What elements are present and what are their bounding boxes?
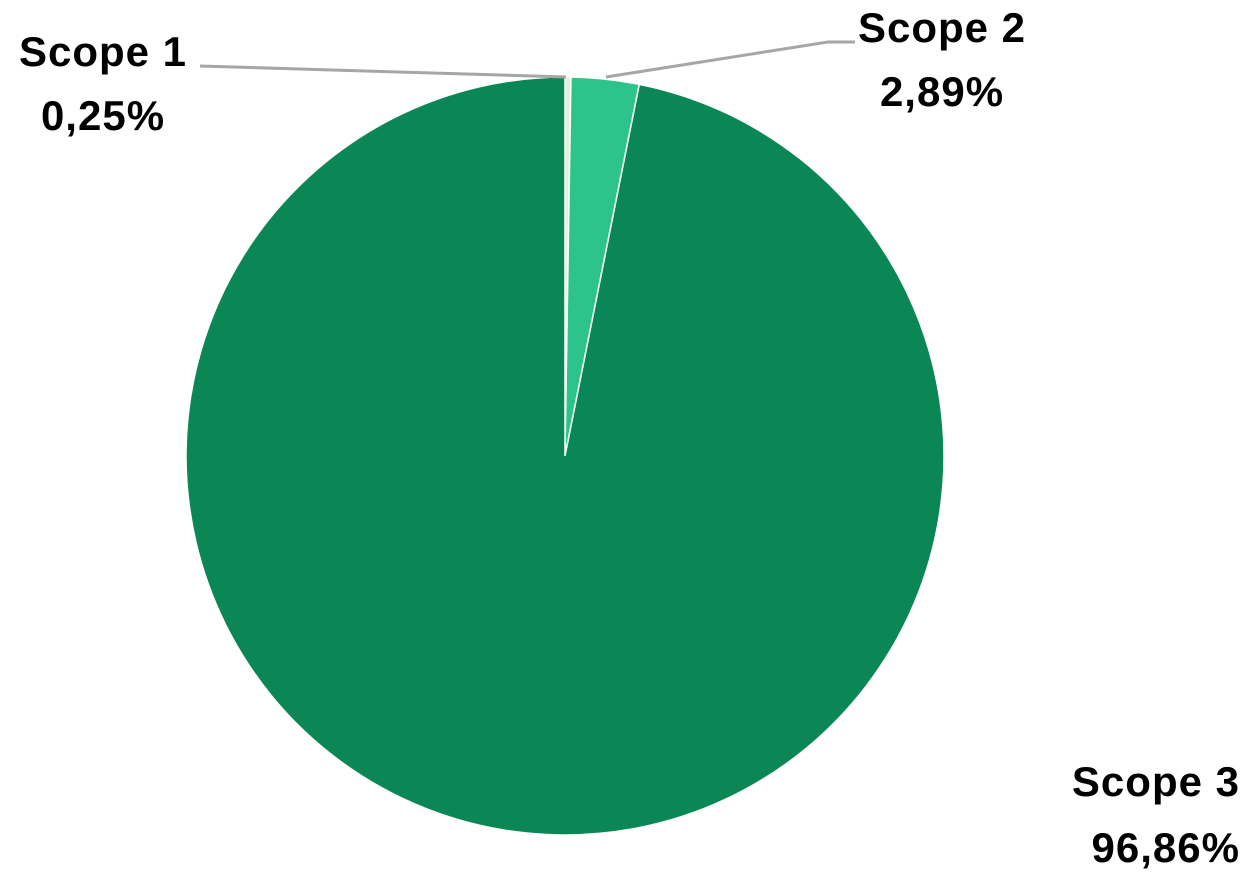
slice-name-label-scope-2: Scope 2 (858, 4, 1026, 51)
leader-line-scope-1 (199, 64, 567, 79)
leader-lines (199, 40, 855, 79)
pie-slice-scope-3 (185, 76, 945, 836)
slice-name-label-scope-1: Scope 1 (19, 28, 187, 75)
slice-value-label-scope-3: 96,86% (1092, 824, 1240, 871)
leader-line-scope-2 (605, 40, 855, 79)
slice-value-label-scope-1: 0,25% (41, 92, 165, 139)
pie-slices (185, 76, 945, 836)
slice-value-label-scope-2: 2,89% (880, 68, 1004, 115)
slice-name-label-scope-3: Scope 3 (1072, 758, 1240, 805)
slice-labels: Scope 1 0,25% Scope 2 2,89% Scope 3 96,86% (19, 4, 1240, 871)
